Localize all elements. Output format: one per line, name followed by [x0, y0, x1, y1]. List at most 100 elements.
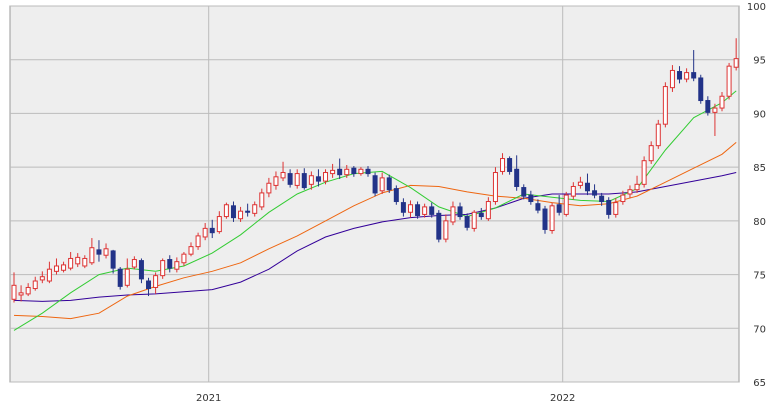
candle-body	[705, 100, 711, 113]
candle-down	[677, 66, 683, 84]
candle-down	[117, 267, 123, 290]
candle-up	[216, 211, 222, 234]
candle-down	[429, 202, 435, 218]
candle-up	[238, 206, 244, 222]
candle-body	[223, 204, 229, 218]
candle-body	[32, 280, 38, 290]
candle-body	[521, 187, 527, 197]
candle-body	[68, 257, 74, 269]
y-tick-label: 70	[753, 324, 766, 335]
candle-down	[386, 174, 392, 193]
candle-up	[719, 91, 725, 112]
candle-down	[400, 198, 406, 217]
candle-body	[563, 194, 569, 215]
candle-down	[528, 190, 534, 205]
candle-body	[238, 210, 244, 220]
candle-up	[252, 201, 258, 217]
candle-body	[726, 65, 732, 97]
candle-body	[160, 260, 166, 277]
candle-down	[393, 185, 399, 205]
candle-up	[379, 172, 385, 194]
candle-down	[599, 192, 605, 206]
candle-body	[478, 212, 484, 218]
candle-up	[308, 171, 314, 190]
candle-body	[507, 158, 513, 172]
candle-down	[478, 207, 484, 220]
candle-up	[450, 201, 456, 226]
candle-body	[308, 175, 314, 185]
candle-down	[556, 195, 562, 216]
y-tick-label: 100	[747, 2, 766, 13]
candle-body	[39, 276, 45, 281]
candle-down	[606, 197, 612, 219]
candle-up	[627, 185, 633, 199]
candle-up	[153, 272, 159, 294]
candle-body	[174, 261, 180, 270]
candle-down	[96, 240, 102, 262]
candle-body	[301, 173, 307, 189]
candle-body	[386, 177, 392, 191]
candle-down	[514, 155, 520, 191]
candle-body	[365, 168, 371, 175]
candle-body	[436, 212, 442, 240]
candle-up	[160, 258, 166, 279]
candle-body	[344, 168, 350, 176]
candle-body	[415, 204, 421, 216]
candles	[11, 38, 739, 303]
candle-body	[669, 69, 675, 89]
candle-up	[669, 65, 675, 92]
candle-body	[379, 177, 385, 192]
candle-body	[542, 208, 548, 230]
candle-down	[287, 169, 293, 188]
candle-body	[110, 250, 116, 269]
candle-down	[110, 249, 116, 274]
candle-body	[634, 183, 640, 191]
candle-up	[266, 177, 272, 198]
candle-body	[698, 77, 704, 102]
candle-body	[500, 158, 506, 172]
candle-up	[443, 214, 449, 243]
candle-down	[146, 277, 152, 297]
candle-body	[153, 275, 159, 288]
candle-body	[400, 202, 406, 213]
candle-up	[422, 203, 428, 218]
candle-body	[514, 168, 520, 187]
candle-body	[485, 201, 491, 220]
candle-body	[407, 204, 413, 213]
candle-body	[280, 172, 286, 179]
candle-down	[507, 156, 513, 175]
candle-up	[18, 285, 24, 302]
candle-up	[549, 202, 555, 234]
candle-body	[209, 227, 215, 234]
candle-up	[655, 119, 661, 149]
candle-body	[655, 123, 661, 147]
candle-up	[259, 188, 265, 211]
x-axis-labels: 2021 2022	[196, 393, 575, 404]
candle-body	[584, 182, 590, 192]
candle-down	[230, 201, 236, 222]
candle-body	[89, 247, 95, 264]
candle-body	[188, 246, 194, 255]
candle-up	[662, 82, 668, 128]
candle-down	[138, 258, 144, 284]
candle-up	[223, 202, 229, 219]
candle-up	[648, 141, 654, 164]
candle-up	[181, 252, 187, 266]
candle-body	[294, 173, 300, 186]
candle-up	[726, 62, 732, 100]
candle-body	[677, 71, 683, 80]
candle-body	[202, 227, 208, 238]
candle-down	[301, 168, 307, 190]
candle-body	[103, 248, 109, 256]
candle-body	[96, 249, 102, 255]
candle-up	[358, 167, 364, 176]
candle-up	[39, 271, 45, 284]
candle-down	[542, 205, 548, 234]
candle-body	[719, 95, 725, 109]
candle-body	[733, 58, 739, 68]
candle-down	[209, 219, 215, 239]
candle-body	[627, 189, 633, 195]
candle-body	[592, 190, 598, 196]
candle-body	[358, 168, 364, 175]
